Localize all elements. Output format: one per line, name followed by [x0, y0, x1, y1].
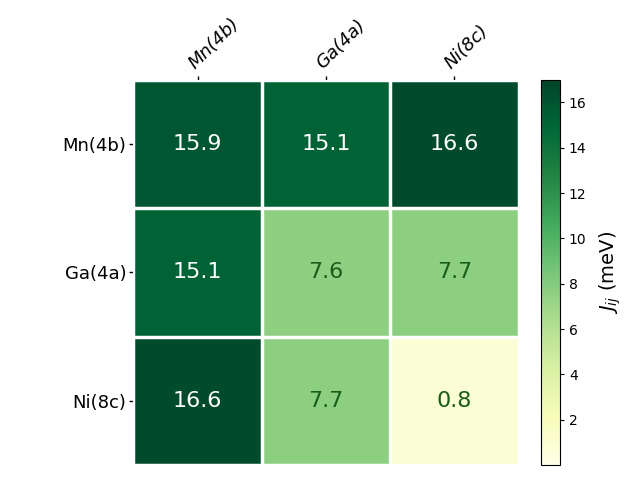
Text: 7.7: 7.7: [436, 263, 472, 282]
Text: 16.6: 16.6: [173, 391, 222, 411]
Text: 16.6: 16.6: [429, 134, 479, 154]
Text: 15.1: 15.1: [301, 134, 351, 154]
Text: 7.7: 7.7: [308, 391, 344, 411]
Text: 15.9: 15.9: [173, 134, 222, 154]
Y-axis label: $J_{ij}$ (meV): $J_{ij}$ (meV): [598, 231, 623, 314]
Text: 7.6: 7.6: [308, 263, 344, 282]
Text: 15.1: 15.1: [173, 263, 222, 282]
Text: 0.8: 0.8: [436, 391, 472, 411]
